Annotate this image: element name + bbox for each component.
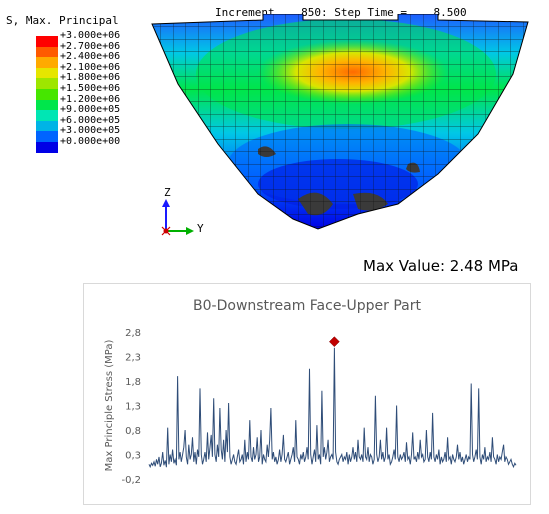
legend-swatch [36, 67, 58, 79]
chart-plot: 2,8 2,3 1,8 1,3 0,8 0,3 -0,2 Max Principle Stre… [104, 328, 517, 486]
y-tick-label: 1,3 [125, 402, 141, 413]
triad-y-label: Y [197, 222, 204, 235]
axis-triad [161, 199, 194, 236]
legend-swatch [36, 131, 58, 142]
y-tick-label: -0,2 [121, 475, 141, 486]
y-tick-label: 2,3 [125, 353, 141, 364]
max-value-label: Max Value: 2.48 MPa [363, 257, 519, 275]
legend-value: +1.500e+06 [60, 82, 121, 94]
dam-fe-model [151, 14, 529, 230]
y-tick-label: 1,8 [125, 377, 141, 388]
y-axis-label: Max Principle Stress (MPa) [104, 340, 115, 472]
legend-value: +2.700e+06 [60, 40, 121, 52]
legend-value: +1.200e+06 [60, 93, 121, 105]
legend-title: S, Max. Principal [6, 14, 119, 27]
legend-value: +1.800e+06 [60, 72, 121, 84]
y-tick-label: 0,3 [125, 451, 141, 462]
legend-swatch [36, 141, 58, 153]
legend-swatch [36, 36, 58, 47]
y-tick-label: 2,8 [125, 328, 141, 339]
legend-value: +2.400e+06 [60, 51, 121, 63]
legend-swatch [36, 78, 58, 89]
legend-swatch [36, 120, 58, 132]
step-status-text: Increment 850: Step Time = 8.500 [215, 6, 467, 19]
legend-value: +6.000e+05 [60, 114, 121, 126]
y-tick-label: 0,8 [125, 426, 141, 437]
legend-swatch [36, 88, 58, 100]
stress-chart: B0-Downstream Face-Upper Part 2,8 2,3 1,8 1… [83, 283, 531, 505]
chart-title: B0-Downstream Face-Upper Part [193, 298, 421, 314]
series-line [148, 347, 517, 469]
contour-legend: S, Max. Principal +3.000e+06 +2.700e+06 +2… [6, 14, 156, 154]
legend-value: +9.000e+05 [60, 104, 121, 116]
legend-swatch [36, 110, 58, 121]
legend-value: +3.000e+06 [60, 30, 121, 41]
legend-value: +3.000e+05 [60, 125, 121, 137]
legend-value: +0.000e+00 [60, 135, 121, 147]
max-point-marker [329, 336, 340, 348]
legend-value: +2.100e+06 [60, 61, 121, 73]
triad-z-label: Z [164, 186, 171, 199]
legend-swatch [36, 46, 58, 58]
legend-swatch [36, 99, 58, 111]
legend-swatch [36, 57, 58, 68]
